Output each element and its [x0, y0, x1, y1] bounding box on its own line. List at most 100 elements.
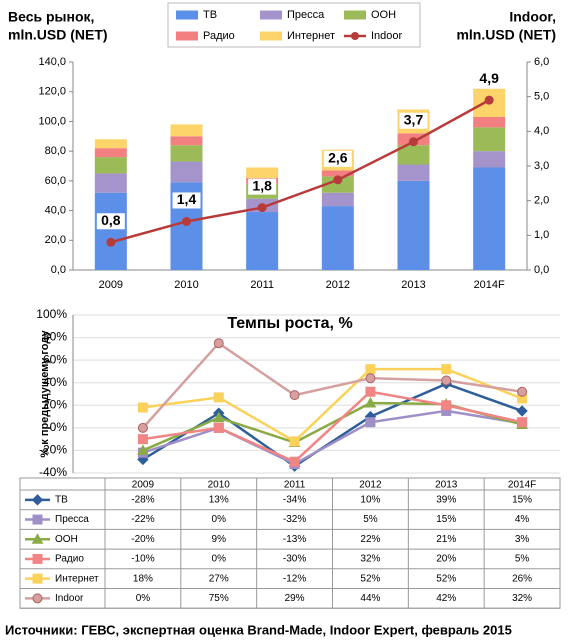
- table-cell: 3%: [515, 534, 530, 545]
- legend-swatch: [176, 31, 198, 41]
- table-row-label: Радио: [55, 554, 84, 565]
- label-bg: [172, 192, 201, 209]
- legend-label: ТВ: [203, 9, 217, 21]
- table-legend-marker: [31, 494, 44, 506]
- y-tick-label: 140,0: [38, 56, 66, 68]
- y-tick-label: -20%: [39, 443, 67, 457]
- y-tick-label: 120,0: [38, 86, 66, 98]
- series-line: [142, 367, 523, 443]
- table-cell: 18%: [133, 573, 153, 584]
- bar-segment: [321, 192, 354, 207]
- table-cell: 0%: [212, 554, 227, 565]
- series-line: [142, 409, 523, 466]
- bar-segment: [246, 167, 279, 178]
- table-legend-marker: [32, 514, 43, 525]
- series-marker: [441, 364, 452, 375]
- y2-axis-title: mln.USD (NET): [456, 27, 556, 43]
- x-tick-label: 2011: [250, 279, 274, 291]
- legend-label: Indoor: [371, 30, 403, 42]
- table-cell: -20%: [131, 534, 154, 545]
- bar-segment: [397, 145, 430, 165]
- table-cell: 9%: [212, 534, 227, 545]
- table-legend-marker: [31, 533, 44, 544]
- data-label: 1,8: [252, 177, 272, 193]
- table-cell: 21%: [436, 534, 456, 545]
- series-marker: [137, 444, 149, 455]
- table-cell: -30%: [283, 554, 306, 565]
- y-axis-title: Весь рынок,: [8, 9, 94, 25]
- chart-title: Темпы роста, %: [227, 315, 352, 332]
- bar-segment: [321, 170, 354, 177]
- bar-segment: [246, 212, 279, 270]
- table-cell: -22%: [131, 514, 154, 525]
- y-tick-label: 60,0: [45, 175, 66, 187]
- source-note: Источники: ГЕВС, экспертная оценка Brand…: [5, 622, 512, 637]
- y2-tick-label: 5,0: [534, 91, 549, 103]
- table-cell: -34%: [283, 494, 306, 505]
- indoor-point: [106, 237, 116, 247]
- indoor-point: [484, 95, 494, 105]
- label-bg: [475, 71, 504, 88]
- series-marker: [517, 386, 528, 397]
- y-tick-label: 20,0: [45, 234, 66, 246]
- table-header: 2013: [435, 480, 458, 491]
- series-marker: [517, 417, 528, 428]
- series-marker: [213, 422, 224, 433]
- y2-tick-label: 6,0: [534, 56, 549, 68]
- bar-segment: [170, 161, 203, 183]
- data-label: 1,4: [177, 191, 197, 207]
- legend-swatch: [260, 10, 282, 20]
- table-cell: 5%: [363, 514, 378, 525]
- legend-label: Радио: [203, 30, 235, 42]
- table-cell: 26%: [512, 573, 532, 584]
- indoor-point: [333, 175, 343, 185]
- bar-segment: [321, 176, 354, 193]
- indoor-line: [110, 99, 490, 244]
- bar-segment: [170, 136, 203, 146]
- table-header: 2014F: [508, 480, 536, 491]
- y2-tick-label: 2,0: [534, 195, 549, 207]
- legend-swatch: [344, 10, 366, 20]
- data-label: 2,6: [328, 150, 348, 166]
- bar-segment: [170, 124, 203, 137]
- y2-tick-label: 1,0: [534, 229, 549, 241]
- series-line: [142, 390, 523, 464]
- y-tick-label: 0%: [50, 420, 68, 434]
- bar-segment: [473, 127, 506, 152]
- table-cell: 29%: [285, 593, 305, 604]
- legend-label: ООН: [371, 9, 396, 21]
- table-cell: 32%: [360, 554, 380, 565]
- bar-segment: [473, 151, 506, 168]
- y-tick-label: 80%: [43, 330, 67, 344]
- table-cell: -13%: [283, 534, 306, 545]
- label-bg: [248, 178, 277, 195]
- series-marker: [516, 405, 528, 417]
- y-tick-label: 100%: [36, 307, 67, 321]
- data-label: 4,9: [479, 70, 499, 86]
- table-cell: -10%: [131, 554, 154, 565]
- indoor-point: [182, 216, 191, 226]
- table-cell: 52%: [360, 573, 380, 584]
- table-cell: 13%: [209, 494, 229, 505]
- table-cell: 42%: [436, 593, 456, 604]
- label-bg: [399, 112, 428, 129]
- series-marker: [289, 456, 300, 467]
- table-legend-marker: [32, 573, 43, 584]
- label-bg: [323, 150, 352, 167]
- y-tick-label: 60%: [43, 352, 67, 366]
- table-cell: 27%: [209, 573, 229, 584]
- y2-tick-label: 4,0: [534, 125, 549, 137]
- bar-segment: [397, 164, 430, 181]
- series-line: [141, 341, 523, 429]
- table-cell: 32%: [512, 593, 532, 604]
- x-tick-label: 2012: [326, 279, 350, 291]
- y-tick-label: 80,0: [45, 145, 66, 157]
- label-bg: [96, 213, 125, 230]
- series-marker: [137, 434, 148, 445]
- y-tick-label: -40%: [39, 465, 67, 479]
- series-marker: [441, 400, 452, 411]
- y2-axis-title: Indoor,: [509, 9, 556, 25]
- table-cell: 75%: [209, 593, 229, 604]
- table-header: 2010: [208, 480, 231, 491]
